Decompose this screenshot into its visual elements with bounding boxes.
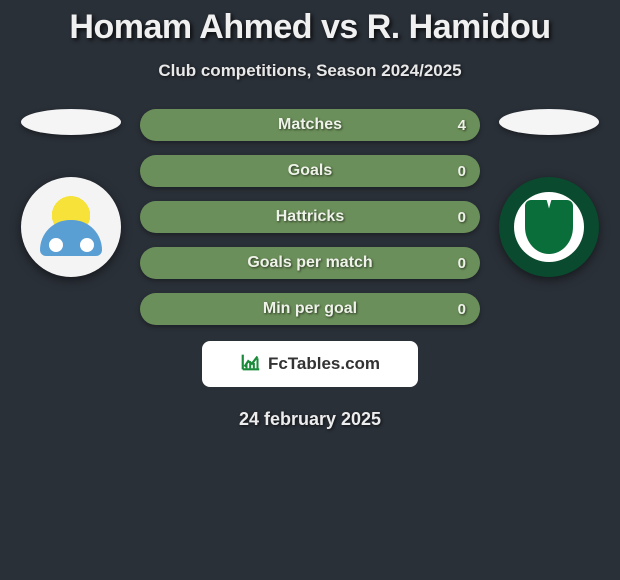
player-right-photo-placeholder — [499, 109, 599, 135]
player-left-column — [16, 109, 126, 277]
club-badge-right-art — [514, 192, 584, 262]
stat-label: Goals per match — [247, 254, 372, 272]
header: Homam Ahmed vs R. Hamidou Club competiti… — [0, 0, 620, 81]
stat-label: Matches — [278, 116, 342, 134]
stat-row-min-per-goal: Min per goal 0 — [140, 293, 480, 325]
stat-right-value: 0 — [458, 301, 466, 318]
stat-label: Hattricks — [276, 208, 344, 226]
stat-right-value: 0 — [458, 163, 466, 180]
club-badge-left-art — [32, 188, 110, 266]
club-badge-left — [21, 177, 121, 277]
source-attribution[interactable]: FcTables.com — [202, 341, 418, 387]
page-title: Homam Ahmed vs R. Hamidou — [0, 8, 620, 47]
stat-row-goals-per-match: Goals per match 0 — [140, 247, 480, 279]
palm-icon — [540, 192, 558, 215]
source-label: FcTables.com — [268, 354, 380, 374]
player-left-photo-placeholder — [21, 109, 121, 135]
page-subtitle: Club competitions, Season 2024/2025 — [0, 61, 620, 81]
club-badge-right — [499, 177, 599, 277]
stat-row-matches: Matches 4 — [140, 109, 480, 141]
stat-right-value: 4 — [458, 117, 466, 134]
chart-icon — [240, 351, 262, 378]
generation-date: 24 february 2025 — [0, 409, 620, 430]
stat-label: Goals — [288, 162, 332, 180]
stat-row-hattricks: Hattricks 0 — [140, 201, 480, 233]
comparison-content: Matches 4 Goals 0 Hattricks 0 Goals per … — [0, 109, 620, 325]
stat-right-value: 0 — [458, 209, 466, 226]
stat-right-value: 0 — [458, 255, 466, 272]
stat-row-goals: Goals 0 — [140, 155, 480, 187]
player-right-column — [494, 109, 604, 277]
stats-column: Matches 4 Goals 0 Hattricks 0 Goals per … — [140, 109, 480, 325]
stat-label: Min per goal — [263, 300, 357, 318]
